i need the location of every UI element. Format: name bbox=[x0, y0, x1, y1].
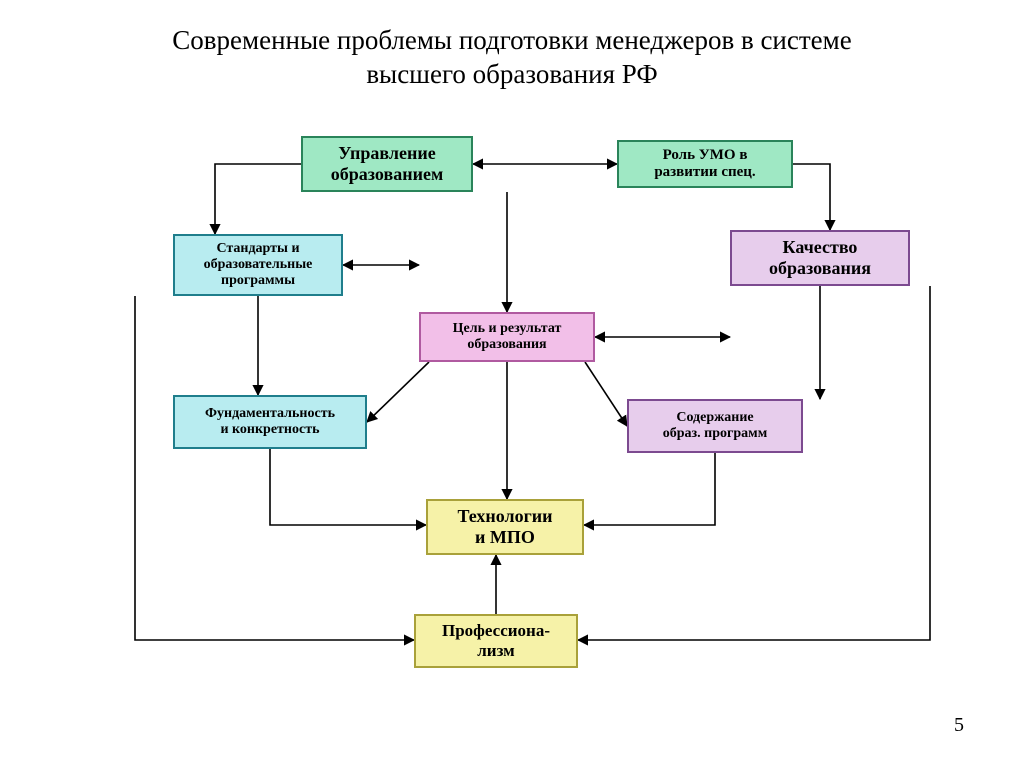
node-mgmt: Управлениеобразованием bbox=[301, 136, 473, 192]
node-umo: Роль УМО вразвитии спец. bbox=[617, 140, 793, 188]
node-content: Содержаниеобраз. программ bbox=[627, 399, 803, 453]
node-prof: Профессиона-лизм bbox=[414, 614, 578, 668]
node-goal: Цель и результатобразования bbox=[419, 312, 595, 362]
node-tech: Технологиии МПО bbox=[426, 499, 584, 555]
node-fund: Фундаментальностьи конкретность bbox=[173, 395, 367, 449]
node-std: Стандарты иобразовательныепрограммы bbox=[173, 234, 343, 296]
page-number: 5 bbox=[954, 714, 964, 737]
node-quality: Качествообразования bbox=[730, 230, 910, 286]
page-title: Современные проблемы подготовки менеджер… bbox=[0, 24, 1024, 92]
